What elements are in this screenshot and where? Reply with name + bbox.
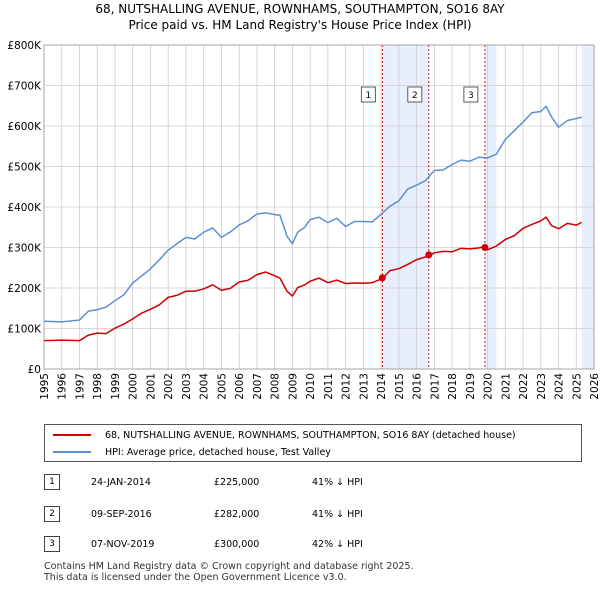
x-tick-label: 2021 (500, 373, 512, 400)
y-tick-label: £500K (7, 162, 42, 174)
x-tick-label: 1999 (110, 373, 122, 400)
sale-point (378, 274, 386, 282)
x-tick-label: 2005 (216, 373, 228, 400)
x-tick-label: 2008 (270, 373, 282, 400)
x-tick-label: 1997 (74, 373, 86, 400)
legend: 68, NUTSHALLING AVENUE, ROWNHAMS, SOUTHA… (44, 424, 582, 462)
x-tick-label: 2007 (252, 373, 264, 400)
property-price-line (43, 216, 582, 342)
sale-number-badge: 2 (44, 506, 60, 522)
y-tick-label: £700K (7, 81, 42, 93)
x-tick-label: 2016 (412, 373, 424, 400)
y-tick-label: £600K (7, 121, 42, 133)
footer-attribution: Contains HM Land Registry data © Crown c… (44, 561, 414, 583)
x-tick-label: 2026 (589, 373, 600, 400)
sale-marker-label: 1 (365, 91, 371, 101)
x-tick-label: 2025 (571, 373, 583, 400)
chart-title: 68, NUTSHALLING AVENUE, ROWNHAMS, SOUTHA… (95, 2, 505, 16)
y-tick-label: £800K (7, 40, 42, 52)
legend-item-hpi: HPI: Average price, detached house, Test… (53, 444, 331, 460)
sale-date: 09-SEP-2016 (91, 509, 152, 520)
x-tick-label: 2010 (305, 373, 317, 400)
y-tick-label: £100K (7, 324, 42, 336)
legend-label-hpi: HPI: Average price, detached house, Test… (105, 446, 331, 458)
x-tick-label: 1998 (92, 373, 104, 400)
footer-line: Contains HM Land Registry data © Crown c… (44, 561, 414, 572)
y-tick-label: £200K (7, 283, 42, 295)
legend-swatch-hpi (53, 451, 91, 453)
sale-marker-box (360, 86, 376, 103)
x-tick-label: 2020 (483, 373, 495, 400)
sale-marker-box (463, 86, 479, 103)
x-tick-label: 2022 (518, 373, 530, 400)
x-tick-label: 2004 (199, 373, 211, 400)
y-tick-label: £300K (7, 243, 42, 255)
sale-point (481, 244, 489, 251)
sale-row: 1 24-JAN-2014 £225,000 41% ↓ HPI (44, 474, 584, 492)
sale-price: £225,000 (214, 477, 260, 488)
x-tick-label: 2015 (394, 373, 406, 400)
x-tick-label: 2013 (358, 373, 370, 400)
sale-number-badge: 1 (44, 474, 60, 490)
x-tick-label: 2000 (128, 373, 140, 400)
x-tick-label: 2001 (145, 373, 157, 400)
x-tick-label: 2018 (447, 373, 459, 400)
y-tick-label: £0 (28, 364, 41, 376)
sale-date: 24-JAN-2014 (91, 477, 151, 488)
sale-row: 3 07-NOV-2019 £300,000 42% ↓ HPI (44, 536, 584, 554)
plot-border (43, 44, 595, 370)
sale-hpi-diff: 41% ↓ HPI (312, 509, 363, 520)
y-tick-label: £400K (7, 202, 42, 214)
x-tick-label: 2019 (465, 373, 477, 400)
sale-price: £300,000 (214, 539, 260, 550)
x-tick-label: 2003 (181, 373, 193, 400)
sale-price: £282,000 (214, 509, 260, 520)
x-tick-label: 1996 (57, 373, 69, 400)
price-chart: 1995 1996 1997 1998 1999 2000 2001 2002 2003 2004… (7, 40, 600, 400)
x-tick-label: 2014 (376, 373, 388, 400)
sale-marker-label: 2 (412, 91, 418, 101)
sale-point (425, 251, 433, 259)
sale-marker-box (407, 86, 423, 103)
x-tick-label: 2024 (554, 373, 566, 400)
x-tick-label: 2012 (341, 373, 353, 400)
x-tick-label: 1995 (39, 373, 51, 400)
x-tick-label: 2009 (287, 373, 299, 400)
chart-subtitle: Price paid vs. HM Land Registry's House … (128, 18, 472, 32)
hpi-line (43, 105, 582, 323)
sale-date: 07-NOV-2019 (91, 539, 155, 550)
x-tick-label: 2023 (536, 373, 548, 400)
sale-number-badge: 3 (44, 536, 60, 552)
x-tick-label: 2011 (323, 373, 335, 400)
sale-hpi-diff: 41% ↓ HPI (312, 477, 363, 488)
x-tick-label: 2006 (234, 373, 246, 400)
sale-marker-label: 3 (468, 91, 474, 101)
footer-line: This data is licensed under the Open Gov… (44, 572, 347, 583)
sale-row: 2 09-SEP-2016 £282,000 41% ↓ HPI (44, 506, 584, 524)
x-tick-label: 2002 (163, 373, 175, 400)
sale-hpi-diff: 42% ↓ HPI (312, 539, 363, 550)
legend-swatch-property (53, 434, 91, 436)
x-tick-label: 2017 (429, 373, 441, 400)
legend-label-property: 68, NUTSHALLING AVENUE, ROWNHAMS, SOUTHA… (105, 429, 516, 441)
legend-item-property: 68, NUTSHALLING AVENUE, ROWNHAMS, SOUTHA… (53, 427, 516, 443)
